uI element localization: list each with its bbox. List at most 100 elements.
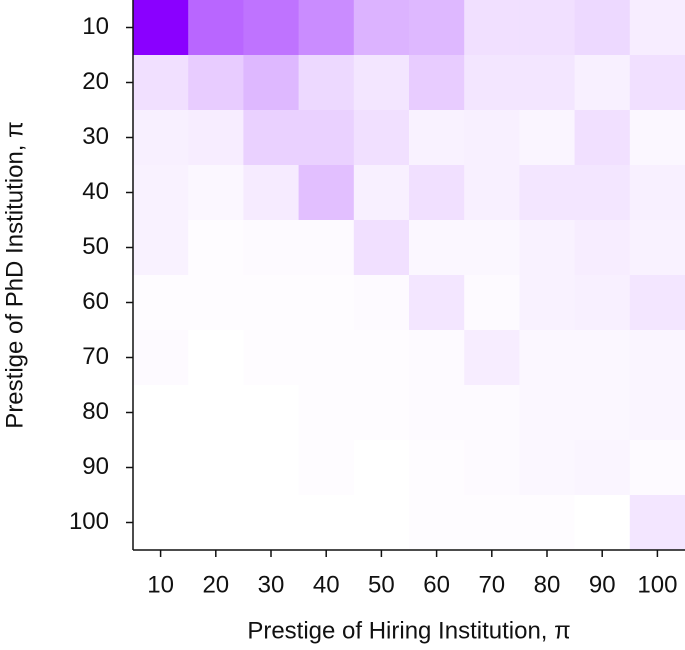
- x-tick-label: 10: [147, 571, 174, 598]
- heatmap-cell: [298, 495, 355, 551]
- heatmap-cell: [519, 440, 576, 496]
- heatmap-cell: [133, 0, 189, 56]
- heatmap-cell: [243, 55, 300, 111]
- heatmap-cell: [464, 220, 520, 276]
- heatmap-cell: [629, 110, 685, 166]
- heatmap-cell: [409, 440, 465, 496]
- heatmap-cell: [464, 55, 520, 111]
- heatmap-cell: [188, 165, 244, 221]
- heatmap-cell: [188, 330, 244, 386]
- heatmap-cell: [188, 440, 244, 496]
- x-tick-label: 30: [258, 571, 285, 598]
- heatmap-cell: [574, 165, 631, 221]
- y-tick-label: 50: [82, 233, 109, 260]
- heatmap-cell: [353, 275, 410, 331]
- heatmap-cell: [409, 385, 465, 441]
- heatmap-cell: [243, 165, 300, 221]
- heatmap-cell: [133, 440, 189, 496]
- heatmap-cell: [353, 0, 410, 56]
- heatmap-cell: [188, 55, 244, 111]
- heatmap-cell: [519, 110, 576, 166]
- y-tick-label: 40: [82, 178, 109, 205]
- heatmap-cell: [409, 55, 465, 111]
- heatmap-cell: [133, 165, 189, 221]
- heatmap-cell: [133, 275, 189, 331]
- heatmap-cell: [629, 495, 685, 551]
- heatmap-cell: [464, 385, 520, 441]
- heatmap-cell: [519, 220, 576, 276]
- heatmap-cell: [298, 330, 355, 386]
- heatmap-cell: [409, 330, 465, 386]
- heatmap-cell: [409, 220, 465, 276]
- heatmap-cell: [519, 165, 576, 221]
- heatmap-cell: [574, 0, 631, 56]
- heatmap-cell: [133, 385, 189, 441]
- heatmap-cell: [133, 55, 189, 111]
- heatmap-cell: [298, 110, 355, 166]
- heatmap-cell: [298, 165, 355, 221]
- heatmap-cell: [629, 0, 685, 56]
- heatmap-cell: [298, 440, 355, 496]
- heatmap-cell: [464, 440, 520, 496]
- x-tick-label: 20: [202, 571, 229, 598]
- heatmap-cell: [574, 440, 631, 496]
- heatmap-cell: [353, 330, 410, 386]
- heatmap-cell: [464, 330, 520, 386]
- heatmap-cell: [629, 275, 685, 331]
- heatmap-cell: [409, 275, 465, 331]
- heatmap-cell: [298, 385, 355, 441]
- heatmap-cell: [298, 55, 355, 111]
- heatmap-cell: [464, 165, 520, 221]
- heatmap-cell: [519, 275, 576, 331]
- heatmap-cell: [464, 0, 520, 56]
- heatmap-cell: [243, 0, 300, 56]
- heatmap-cell: [188, 110, 244, 166]
- heatmap-cell: [574, 55, 631, 111]
- heatmap-cell: [353, 165, 410, 221]
- heatmap-cell: [353, 385, 410, 441]
- heatmap-cell: [353, 495, 410, 551]
- x-tick-label: 40: [313, 571, 340, 598]
- heatmap-cell: [298, 220, 355, 276]
- y-tick-label: 70: [82, 343, 109, 370]
- heatmap-cell: [464, 495, 520, 551]
- heatmap-cell: [243, 110, 300, 166]
- heatmap-cell: [519, 330, 576, 386]
- heatmap-cell: [243, 495, 300, 551]
- y-tick-label: 100: [69, 508, 109, 535]
- heatmap-cell: [188, 385, 244, 441]
- heatmap-cell: [519, 385, 576, 441]
- heatmap-cell: [243, 385, 300, 441]
- heatmap-cell: [353, 55, 410, 111]
- heatmap-cell: [243, 330, 300, 386]
- heatmap-cell: [464, 275, 520, 331]
- y-tick-label: 20: [82, 68, 109, 95]
- y-axis-label: Prestige of PhD Institution, π: [1, 121, 28, 428]
- heatmap-cell: [574, 220, 631, 276]
- heatmap-cell: [188, 495, 244, 551]
- heatmap-cell: [188, 220, 244, 276]
- heatmap-cell: [629, 220, 685, 276]
- heatmap-cell: [188, 0, 244, 56]
- y-tick-label: 30: [82, 123, 109, 150]
- heatmap-cell: [298, 275, 355, 331]
- heatmap-cell: [519, 55, 576, 111]
- x-tick-label: 60: [423, 571, 450, 598]
- x-tick-label: 50: [368, 571, 395, 598]
- y-tick-label: 90: [82, 453, 109, 480]
- heatmap-cell: [519, 0, 576, 56]
- heatmap-cell: [464, 110, 520, 166]
- heatmap-cell: [243, 220, 300, 276]
- heatmap-cell: [574, 110, 631, 166]
- heatmap-cell: [133, 330, 189, 386]
- y-tick-label: 10: [82, 13, 109, 40]
- heatmap-cell: [133, 110, 189, 166]
- heatmap-cell: [574, 275, 631, 331]
- heatmap-cell: [629, 440, 685, 496]
- heatmap-cell: [629, 385, 685, 441]
- heatmap-cell: [519, 495, 576, 551]
- heatmap-cell: [629, 330, 685, 386]
- x-tick-label: 80: [534, 571, 561, 598]
- y-tick-label: 80: [82, 398, 109, 425]
- x-tick-label: 100: [637, 571, 677, 598]
